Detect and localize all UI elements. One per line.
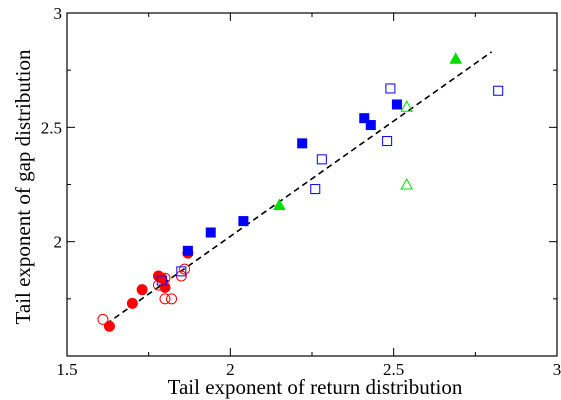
- filled-square-point: [297, 138, 308, 149]
- x-tick-label: 2.5: [383, 360, 404, 379]
- filled-circle-point: [126, 297, 138, 309]
- y-tick-label: 2: [54, 233, 63, 252]
- open-square-point: [310, 184, 321, 195]
- filled-square-point: [365, 120, 376, 131]
- filled-circle-point: [103, 320, 115, 332]
- filled-square-point: [182, 245, 193, 256]
- filled-square-point: [238, 216, 249, 227]
- filled-triangle-point: [449, 52, 463, 64]
- open-triangle-point: [400, 177, 414, 190]
- open-circle-point: [159, 272, 171, 284]
- filled-square-point: [391, 99, 402, 110]
- data-points-layer: [97, 52, 504, 332]
- open-circle-point: [97, 313, 109, 325]
- filled-circle-point: [159, 281, 171, 293]
- y-axis-label: Tail exponent of gap distribution: [11, 49, 35, 324]
- open-circle-point: [159, 293, 171, 305]
- open-square-point: [493, 85, 504, 96]
- x-tick-label: 2: [226, 360, 235, 379]
- open-circle-point: [179, 263, 191, 275]
- fit-line-layer: [105, 51, 493, 325]
- y-tick-label: 3: [54, 4, 63, 23]
- filled-square-point: [359, 113, 370, 124]
- x-tick-label: 3: [553, 360, 561, 379]
- x-tick-label: 1.5: [56, 360, 77, 379]
- filled-square-point: [205, 227, 216, 238]
- open-square-point: [316, 154, 327, 165]
- filled-triangle-point: [272, 198, 286, 211]
- open-circle-point: [166, 293, 178, 305]
- axes-layer: 1.5 2 2.5 3 2 2.5 3: [41, 4, 561, 379]
- x-axis-label: Tail exponent of return distribution: [168, 375, 463, 399]
- filled-circle-point: [136, 284, 148, 296]
- open-square-point: [385, 83, 396, 94]
- open-square-point: [156, 275, 167, 286]
- fit-line: [105, 51, 493, 325]
- open-triangle-point: [400, 100, 414, 112]
- y-tick-label: 2.5: [41, 118, 62, 137]
- open-square-point: [176, 266, 187, 277]
- open-square-point: [382, 136, 393, 147]
